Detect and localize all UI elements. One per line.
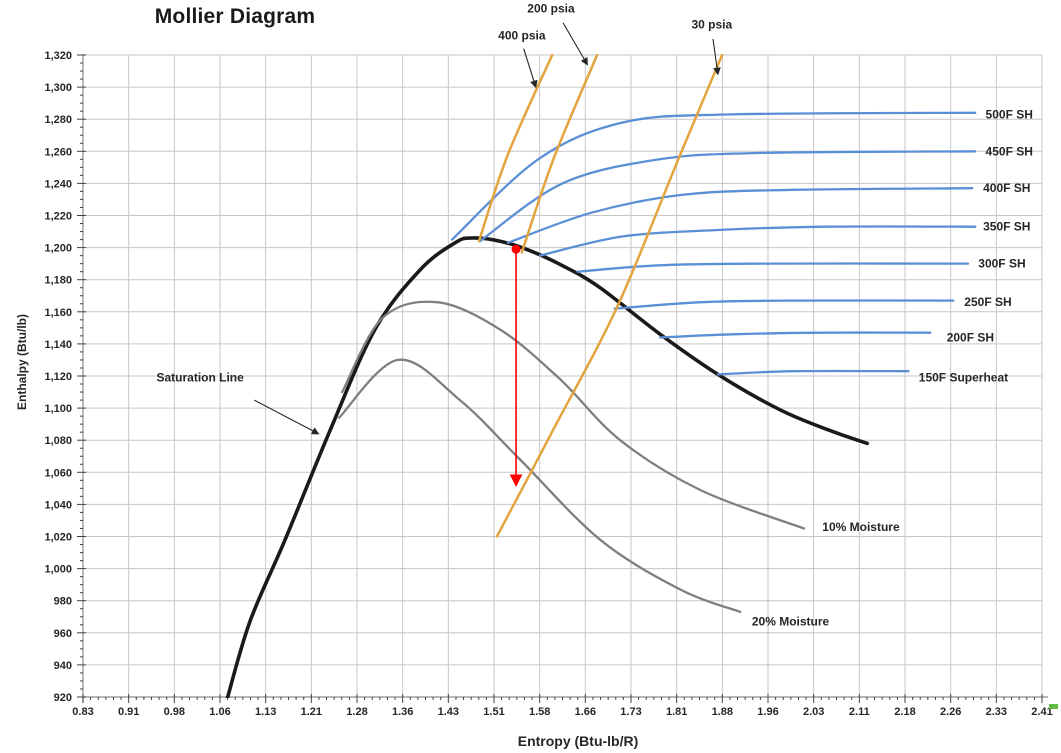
x-tick-label: 1.51 (483, 706, 504, 718)
y-tick-label: 1,260 (44, 146, 72, 158)
x-tick-label: 1.96 (757, 706, 778, 718)
annotation-label: 30 psia (691, 18, 732, 32)
series-superheat-150f (716, 369, 910, 376)
chart-title: Mollier Diagram (154, 5, 316, 28)
curve-label-moisture-10pct: 10% Moisture (822, 520, 900, 534)
series-superheat-450f (478, 150, 977, 243)
x-tick-label: 1.36 (392, 706, 413, 718)
curve-labels: 10% Moisture 20% Moisture 500F SH 450F SH 40… (752, 107, 1033, 628)
x-tick-label: 2.26 (940, 706, 961, 718)
series-saturation-line (225, 236, 869, 698)
annotations: Saturation Line 400 psia 200 psia 30 psia (156, 1, 732, 435)
annotation-label: 400 psia (498, 29, 546, 43)
series-superheat-350f (538, 225, 977, 257)
x-axis-title: Entropy (Btu-lb/R) (518, 733, 639, 749)
x-tick-label: 2.18 (894, 706, 915, 718)
x-tick-label: 1.81 (666, 706, 687, 718)
x-tick-label: 2.33 (986, 706, 1007, 718)
y-tick-label: 1,220 (44, 211, 72, 223)
curve-label-superheat-450f: 450F SH (986, 144, 1033, 158)
annotation-arrow (253, 399, 320, 435)
x-tick-label: 1.58 (529, 706, 550, 718)
curve-label-superheat-200f: 200F SH (947, 330, 994, 344)
y-tick-label: 1,060 (44, 467, 72, 479)
series-curves (225, 54, 977, 698)
series-moisture-10pct (341, 300, 806, 530)
x-tick-label: 1.43 (438, 706, 459, 718)
x-tick-label: 1.88 (712, 706, 733, 718)
x-tick-label: 2.03 (803, 706, 824, 718)
process-start-dot (511, 244, 521, 254)
series-isobar-200psia (520, 54, 599, 254)
curve-label-moisture-20pct: 20% Moisture (752, 615, 830, 629)
x-tick-label: 1.13 (255, 706, 276, 718)
curve-label-superheat-400f: 400F SH (983, 181, 1030, 195)
y-tick-label: 1,300 (44, 82, 72, 94)
x-tick-label: 2.41 (1031, 706, 1052, 718)
x-tick-label: 1.28 (346, 706, 367, 718)
annotation-label: Saturation Line (156, 371, 244, 385)
annotation-arrow (523, 48, 538, 89)
y-tick-label: 940 (54, 660, 72, 672)
curve-label-superheat-250f: 250F SH (964, 295, 1011, 309)
series-superheat-200f (659, 331, 932, 339)
y-tick-label: 980 (54, 596, 72, 608)
curve-label-superheat-350f: 350F SH (983, 220, 1030, 234)
y-tick-label: 1,160 (44, 307, 72, 319)
series-isobar-30psia (495, 54, 724, 538)
x-tick-label: 2.11 (849, 706, 870, 718)
process-arrow (509, 244, 523, 488)
y-tick-label: 1,200 (44, 243, 72, 255)
y-tick-label: 1,140 (44, 339, 72, 351)
x-tick-label: 1.06 (209, 706, 230, 718)
y-tick-label: 1,240 (44, 178, 72, 190)
series-superheat-400f (506, 187, 974, 244)
annotation-arrow (562, 22, 588, 66)
y-tick-label: 1,280 (44, 114, 72, 126)
axes: 0.83 0.91 0.98 1.06 1.13 1.21 1.28 1.36 1.43 1.51… (44, 50, 1052, 718)
annotation-arrow (712, 38, 721, 76)
y-tick-label: 1,040 (44, 499, 72, 511)
curve-label-superheat-500f: 500F SH (986, 107, 1033, 121)
annotation-label: 200 psia (527, 1, 575, 15)
series-superheat-500f (450, 111, 977, 241)
y-tick-label: 1,320 (44, 50, 72, 62)
y-tick-label: 1,000 (44, 564, 72, 576)
y-tick-label: 1,080 (44, 435, 72, 447)
series-superheat-300f (576, 262, 970, 273)
curve-label-superheat-150f: 150F Superheat (919, 371, 1008, 385)
x-tick-label: 0.98 (164, 706, 185, 718)
series-isobar-400psia (477, 54, 554, 243)
y-tick-label: 960 (54, 628, 72, 640)
x-tick-label: 1.73 (620, 706, 641, 718)
series-moisture-20pct (337, 358, 742, 614)
series-superheat-250f (613, 299, 955, 310)
x-tick-label: 0.91 (118, 706, 139, 718)
y-axis-title: Enthalpy (Btu/lb) (15, 314, 29, 410)
x-tick-label: 1.66 (575, 706, 596, 718)
y-tick-label: 1,120 (44, 371, 72, 383)
curve-label-superheat-300f: 300F SH (978, 257, 1025, 271)
x-tick-label: 0.83 (72, 706, 93, 718)
y-tick-label: 1,180 (44, 275, 72, 287)
y-tick-label: 1,100 (44, 403, 72, 415)
y-tick-label: 1,020 (44, 532, 72, 544)
x-tick-label: 1.21 (301, 706, 322, 718)
y-tick-label: 920 (54, 692, 72, 704)
selection-handle-mark[interactable] (1049, 704, 1058, 709)
